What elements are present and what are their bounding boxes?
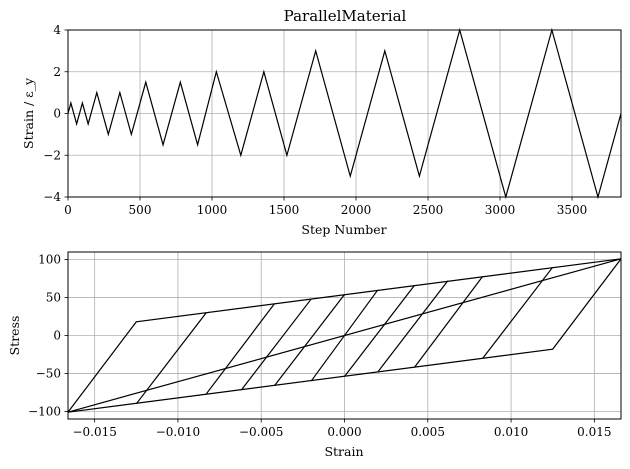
x-tick-label: 0.000 (327, 425, 361, 439)
series-lines (67, 27, 622, 200)
series-line-1 (135, 312, 207, 405)
x-tick-label: 2500 (413, 203, 444, 217)
series-line-4 (274, 294, 345, 386)
x-tick-label: 0 (64, 203, 72, 217)
y-tick-label: 0 (53, 107, 61, 121)
series-line-9 (482, 266, 554, 359)
y-tick-label: 2 (53, 65, 61, 79)
y-tick-label: 100 (38, 253, 61, 267)
y-tick-label: 0 (53, 329, 61, 343)
x-tick-label: 500 (129, 203, 152, 217)
y-axis-label: Strain / ε_y (21, 77, 36, 149)
series-line-8 (413, 275, 484, 368)
grid (67, 29, 621, 198)
stress-strain-chart: −0.015 −0.010 −0.005 0.000 0.005 0.010 0.015 −1… (7, 251, 622, 459)
series-line-7 (377, 280, 449, 373)
x-axis-label: Step Number (301, 222, 386, 237)
y-tick-label: 4 (53, 23, 61, 37)
strain-history-chart: ParallelMaterial 0 500 1000 1500 2000 2500 300… (21, 7, 622, 237)
x-tick-label: 0.010 (494, 425, 528, 439)
y-tick-label: −50 (36, 366, 61, 380)
x-tick-label: 2000 (341, 203, 372, 217)
series-line-6 (344, 285, 415, 377)
chart-title: ParallelMaterial (284, 7, 407, 25)
series-line-0 (67, 27, 622, 200)
tick-marks: 0 500 1000 1500 2000 2500 3000 3500 −4 −2 0 2 4 (43, 23, 587, 217)
series-line-2 (205, 303, 276, 395)
x-tick-label: −0.015 (72, 425, 116, 439)
x-tick-label: −0.010 (156, 425, 200, 439)
y-axis-label: Stress (7, 316, 22, 356)
series-lines (67, 258, 622, 413)
x-tick-label: 1500 (269, 203, 300, 217)
x-tick-label: 3500 (557, 203, 588, 217)
x-tick-label: 1000 (197, 203, 228, 217)
series-line-5 (310, 289, 379, 382)
y-tick-label: −100 (28, 404, 61, 418)
x-tick-label: 3000 (485, 203, 516, 217)
y-tick-label: −4 (43, 190, 61, 204)
x-tick-label: 0.005 (411, 425, 445, 439)
y-tick-label: −2 (43, 148, 61, 162)
x-tick-label: −0.005 (239, 425, 283, 439)
tick-marks: −0.015 −0.010 −0.005 0.000 0.005 0.010 0.015 −1… (28, 253, 611, 439)
x-tick-label: 0.015 (577, 425, 611, 439)
y-tick-label: 50 (46, 291, 61, 305)
series-line-3 (240, 298, 312, 391)
x-axis-label: Strain (324, 444, 363, 459)
